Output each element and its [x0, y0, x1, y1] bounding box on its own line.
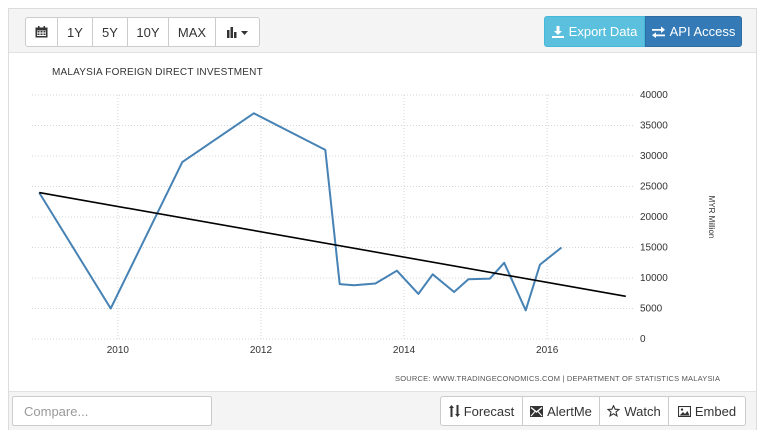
- embed-button[interactable]: Embed: [668, 396, 746, 426]
- chart-type-button[interactable]: [215, 17, 260, 47]
- download-icon: [551, 25, 564, 38]
- y-tick-label: 20000: [640, 212, 668, 223]
- star-icon: [607, 405, 621, 417]
- range-max-button[interactable]: MAX: [168, 17, 216, 47]
- tools-group: Forecast AlertMe Watch: [440, 396, 746, 426]
- compare-input[interactable]: [12, 396, 212, 426]
- bottom-toolbar: Forecast AlertMe Watch: [9, 391, 756, 430]
- source-attribution: SOURCE: WWW.TRADINGECONOMICS.COM | DEPAR…: [395, 374, 721, 383]
- y-tick-label: 40000: [640, 90, 668, 101]
- envelope-icon: [530, 405, 544, 417]
- y-tick-label: 15000: [640, 243, 668, 254]
- y-tick-label: 5000: [640, 304, 663, 315]
- watch-button[interactable]: Watch: [599, 396, 669, 426]
- api-access-label: API Access: [669, 24, 736, 39]
- trend-line: [39, 191, 626, 298]
- bar-chart-icon: [226, 27, 248, 38]
- y-tick-label: 10000: [640, 273, 668, 284]
- top-toolbar: 1Y 5Y 10Y MAX Export Data: [9, 9, 756, 53]
- x-tick-label: 2014: [393, 345, 416, 356]
- api-access-button[interactable]: API Access: [645, 16, 742, 47]
- embed-label: Embed: [694, 403, 737, 419]
- export-data-label: Export Data: [568, 24, 638, 39]
- image-icon: [677, 405, 691, 417]
- range-1y-button[interactable]: 1Y: [57, 17, 93, 47]
- calendar-icon: [35, 26, 48, 38]
- range-button-group: 1Y 5Y 10Y MAX: [25, 17, 260, 47]
- alertme-button[interactable]: AlertMe: [522, 396, 600, 426]
- line-chart: 0 5000 10000 15000 20000 25000 30000 35000 40000…: [32, 90, 716, 356]
- chart-title: MALAYSIA FOREIGN DIRECT INVESTMENT: [52, 67, 263, 78]
- forecast-label: Forecast: [463, 403, 515, 419]
- export-data-button[interactable]: Export Data: [544, 16, 645, 47]
- forecast-button[interactable]: Forecast: [440, 396, 523, 426]
- range-10y-button[interactable]: 10Y: [127, 17, 169, 47]
- alertme-label: AlertMe: [547, 403, 592, 419]
- x-tick-label: 2012: [250, 345, 273, 356]
- calendar-button[interactable]: [25, 17, 58, 47]
- chart-area: MALAYSIA FOREIGN DIRECT INVESTMENT 0 5000…: [9, 53, 756, 391]
- fdi-series-line: [38, 112, 563, 312]
- exchange-icon: [651, 26, 665, 38]
- x-tick-label: 2010: [107, 345, 130, 356]
- y-tick-label: 30000: [640, 151, 668, 162]
- x-tick-label: 2016: [536, 345, 559, 356]
- export-group: Export Data API Access: [544, 16, 742, 47]
- caret-down-icon: [240, 31, 248, 35]
- sort-arrows-icon: [448, 405, 460, 417]
- range-5y-button[interactable]: 5Y: [92, 17, 128, 47]
- y-axis-label: MYR Million: [707, 196, 716, 239]
- y-tick-label: 35000: [640, 121, 668, 132]
- y-tick-label: 0: [640, 334, 646, 345]
- watch-label: Watch: [624, 403, 661, 419]
- chart-widget: 1Y 5Y 10Y MAX Export Data: [8, 8, 757, 430]
- y-tick-label: 25000: [640, 182, 668, 193]
